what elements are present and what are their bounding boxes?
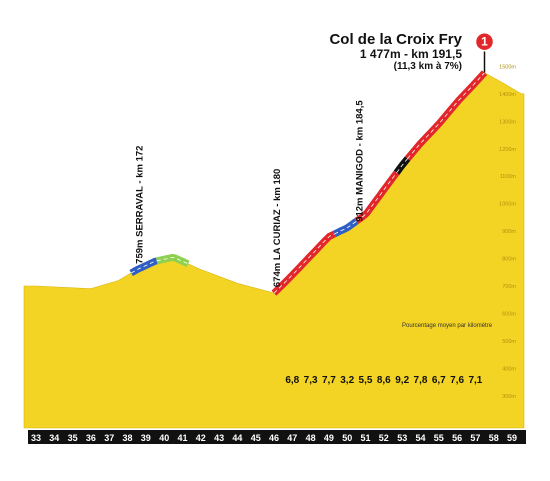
gradient-value: 3,2 <box>340 375 354 386</box>
km-tick-label: 51 <box>360 433 370 443</box>
km-tick-label: 44 <box>232 433 242 443</box>
altitude-tick-label: 400m <box>502 366 516 372</box>
route-segment <box>332 218 359 238</box>
summit-category-number: 1 <box>481 35 488 49</box>
km-tick-label: 52 <box>379 433 389 443</box>
route-center-dash <box>131 260 157 274</box>
gradient-value: 9,2 <box>395 375 409 386</box>
waypoint-label: 912m MANIGOD - km 184,5 <box>354 100 365 222</box>
altitude-tick-label: 1100m <box>500 174 517 180</box>
route-center-dash <box>407 72 485 159</box>
altitude-tick-label: 600m <box>502 311 516 317</box>
km-tick-label: 50 <box>342 433 352 443</box>
route-center-dash <box>273 233 335 294</box>
km-tick-label: 34 <box>49 433 59 443</box>
km-tick-label: 39 <box>141 433 151 443</box>
gradient-value: 6,7 <box>432 375 446 386</box>
km-tick-label: 46 <box>269 433 279 443</box>
km-baseline <box>28 430 526 444</box>
gradient-value: 7,3 <box>304 375 318 386</box>
altitude-tick-label: 800m <box>502 257 516 263</box>
km-tick-label: 49 <box>324 433 334 443</box>
km-tick-label: 37 <box>104 433 114 443</box>
km-tick-label: 58 <box>489 433 499 443</box>
km-tick-label: 55 <box>434 433 444 443</box>
route-center-dash <box>356 172 398 222</box>
km-tick-label: 41 <box>177 433 187 443</box>
altitude-tick-label: 1400m <box>499 92 516 98</box>
altitude-tick-label: 700m <box>502 284 516 290</box>
summit-climb-stats: (11,3 km à 7%) <box>393 61 462 72</box>
km-tick-label: 54 <box>415 433 425 443</box>
altitude-tick-label: 1000m <box>499 202 516 208</box>
km-tick-label: 48 <box>306 433 316 443</box>
km-tick-label: 59 <box>507 433 517 443</box>
waypoint-label: 674m LA CURIAZ - km 180 <box>272 169 283 287</box>
summit-altitude-km: 1 477m - km 191,5 <box>359 47 462 61</box>
route-center-dash <box>156 256 189 265</box>
km-tick-label: 57 <box>470 433 480 443</box>
gradient-value: 7,6 <box>450 375 464 386</box>
altitude-tick-label: 1200m <box>499 147 516 153</box>
altitude-tick-label: 500m <box>502 339 516 345</box>
summit-label: Col de la Croix Fry 1 477m - km 191,5 (1… <box>329 32 462 73</box>
gradient-value: 5,5 <box>359 375 373 386</box>
km-tick-label: 35 <box>68 433 78 443</box>
km-tick-label: 40 <box>159 433 169 443</box>
summit-category-badge <box>474 31 495 52</box>
gradient-value: 8,6 <box>377 375 391 386</box>
km-tick-label: 36 <box>86 433 96 443</box>
summit-name: Col de la Croix Fry <box>329 31 462 48</box>
gradient-value: 6,8 <box>285 375 299 386</box>
km-tick-label: 56 <box>452 433 462 443</box>
km-tick-label: 53 <box>397 433 407 443</box>
waypoint-label: 759m SERRAVAL - km 172 <box>135 146 146 264</box>
altitude-tick-label: 1500m <box>499 64 516 70</box>
altitude-tick-label: 900m <box>502 229 516 235</box>
altitude-tick-label: 1300m <box>499 119 516 125</box>
km-tick-label: 42 <box>196 433 206 443</box>
km-tick-label: 47 <box>287 433 297 443</box>
altitude-tick-label: 300m <box>502 394 516 400</box>
km-tick-label: 33 <box>31 433 41 443</box>
gradient-value: 7,1 <box>468 375 482 386</box>
km-tick-label: 38 <box>122 433 132 443</box>
km-tick-label: 45 <box>251 433 261 443</box>
route-center-dash <box>396 158 408 173</box>
gradient-value: 7,7 <box>322 375 336 386</box>
gradient-value: 7,8 <box>414 375 428 386</box>
gradient-note: Pourcentage moyen par kilomètre <box>402 323 493 329</box>
km-tick-label: 43 <box>214 433 224 443</box>
